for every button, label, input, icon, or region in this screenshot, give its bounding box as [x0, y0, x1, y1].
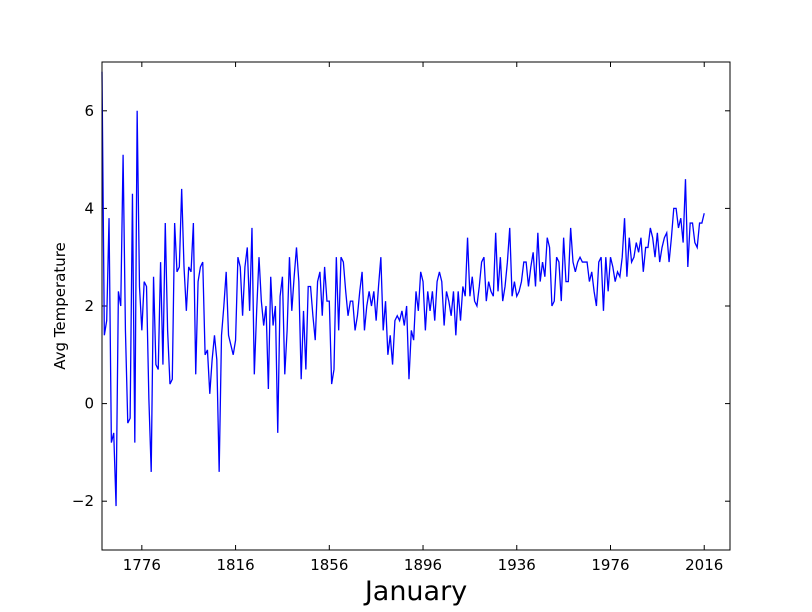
x-tick-label: 1776: [123, 556, 161, 574]
y-tick-label: 0: [84, 395, 94, 413]
x-tick-label: 1856: [310, 556, 348, 574]
x-tick-label: 1816: [216, 556, 254, 574]
x-tick-label: 1936: [498, 556, 536, 574]
x-axis-label: January: [363, 576, 467, 607]
line-series: [101, 71, 705, 507]
y-tick-label: 2: [84, 297, 94, 315]
y-tick-label: 6: [84, 102, 94, 120]
x-tick-label: 2016: [685, 556, 723, 574]
y-tick-label: −2: [72, 492, 94, 510]
plot-frame: [101, 61, 731, 551]
x-tick-label: 1896: [404, 556, 442, 574]
y-tick-label: 4: [84, 199, 94, 217]
y-axis-label: Avg Temperature: [51, 242, 69, 370]
x-tick-label: 1976: [591, 556, 629, 574]
